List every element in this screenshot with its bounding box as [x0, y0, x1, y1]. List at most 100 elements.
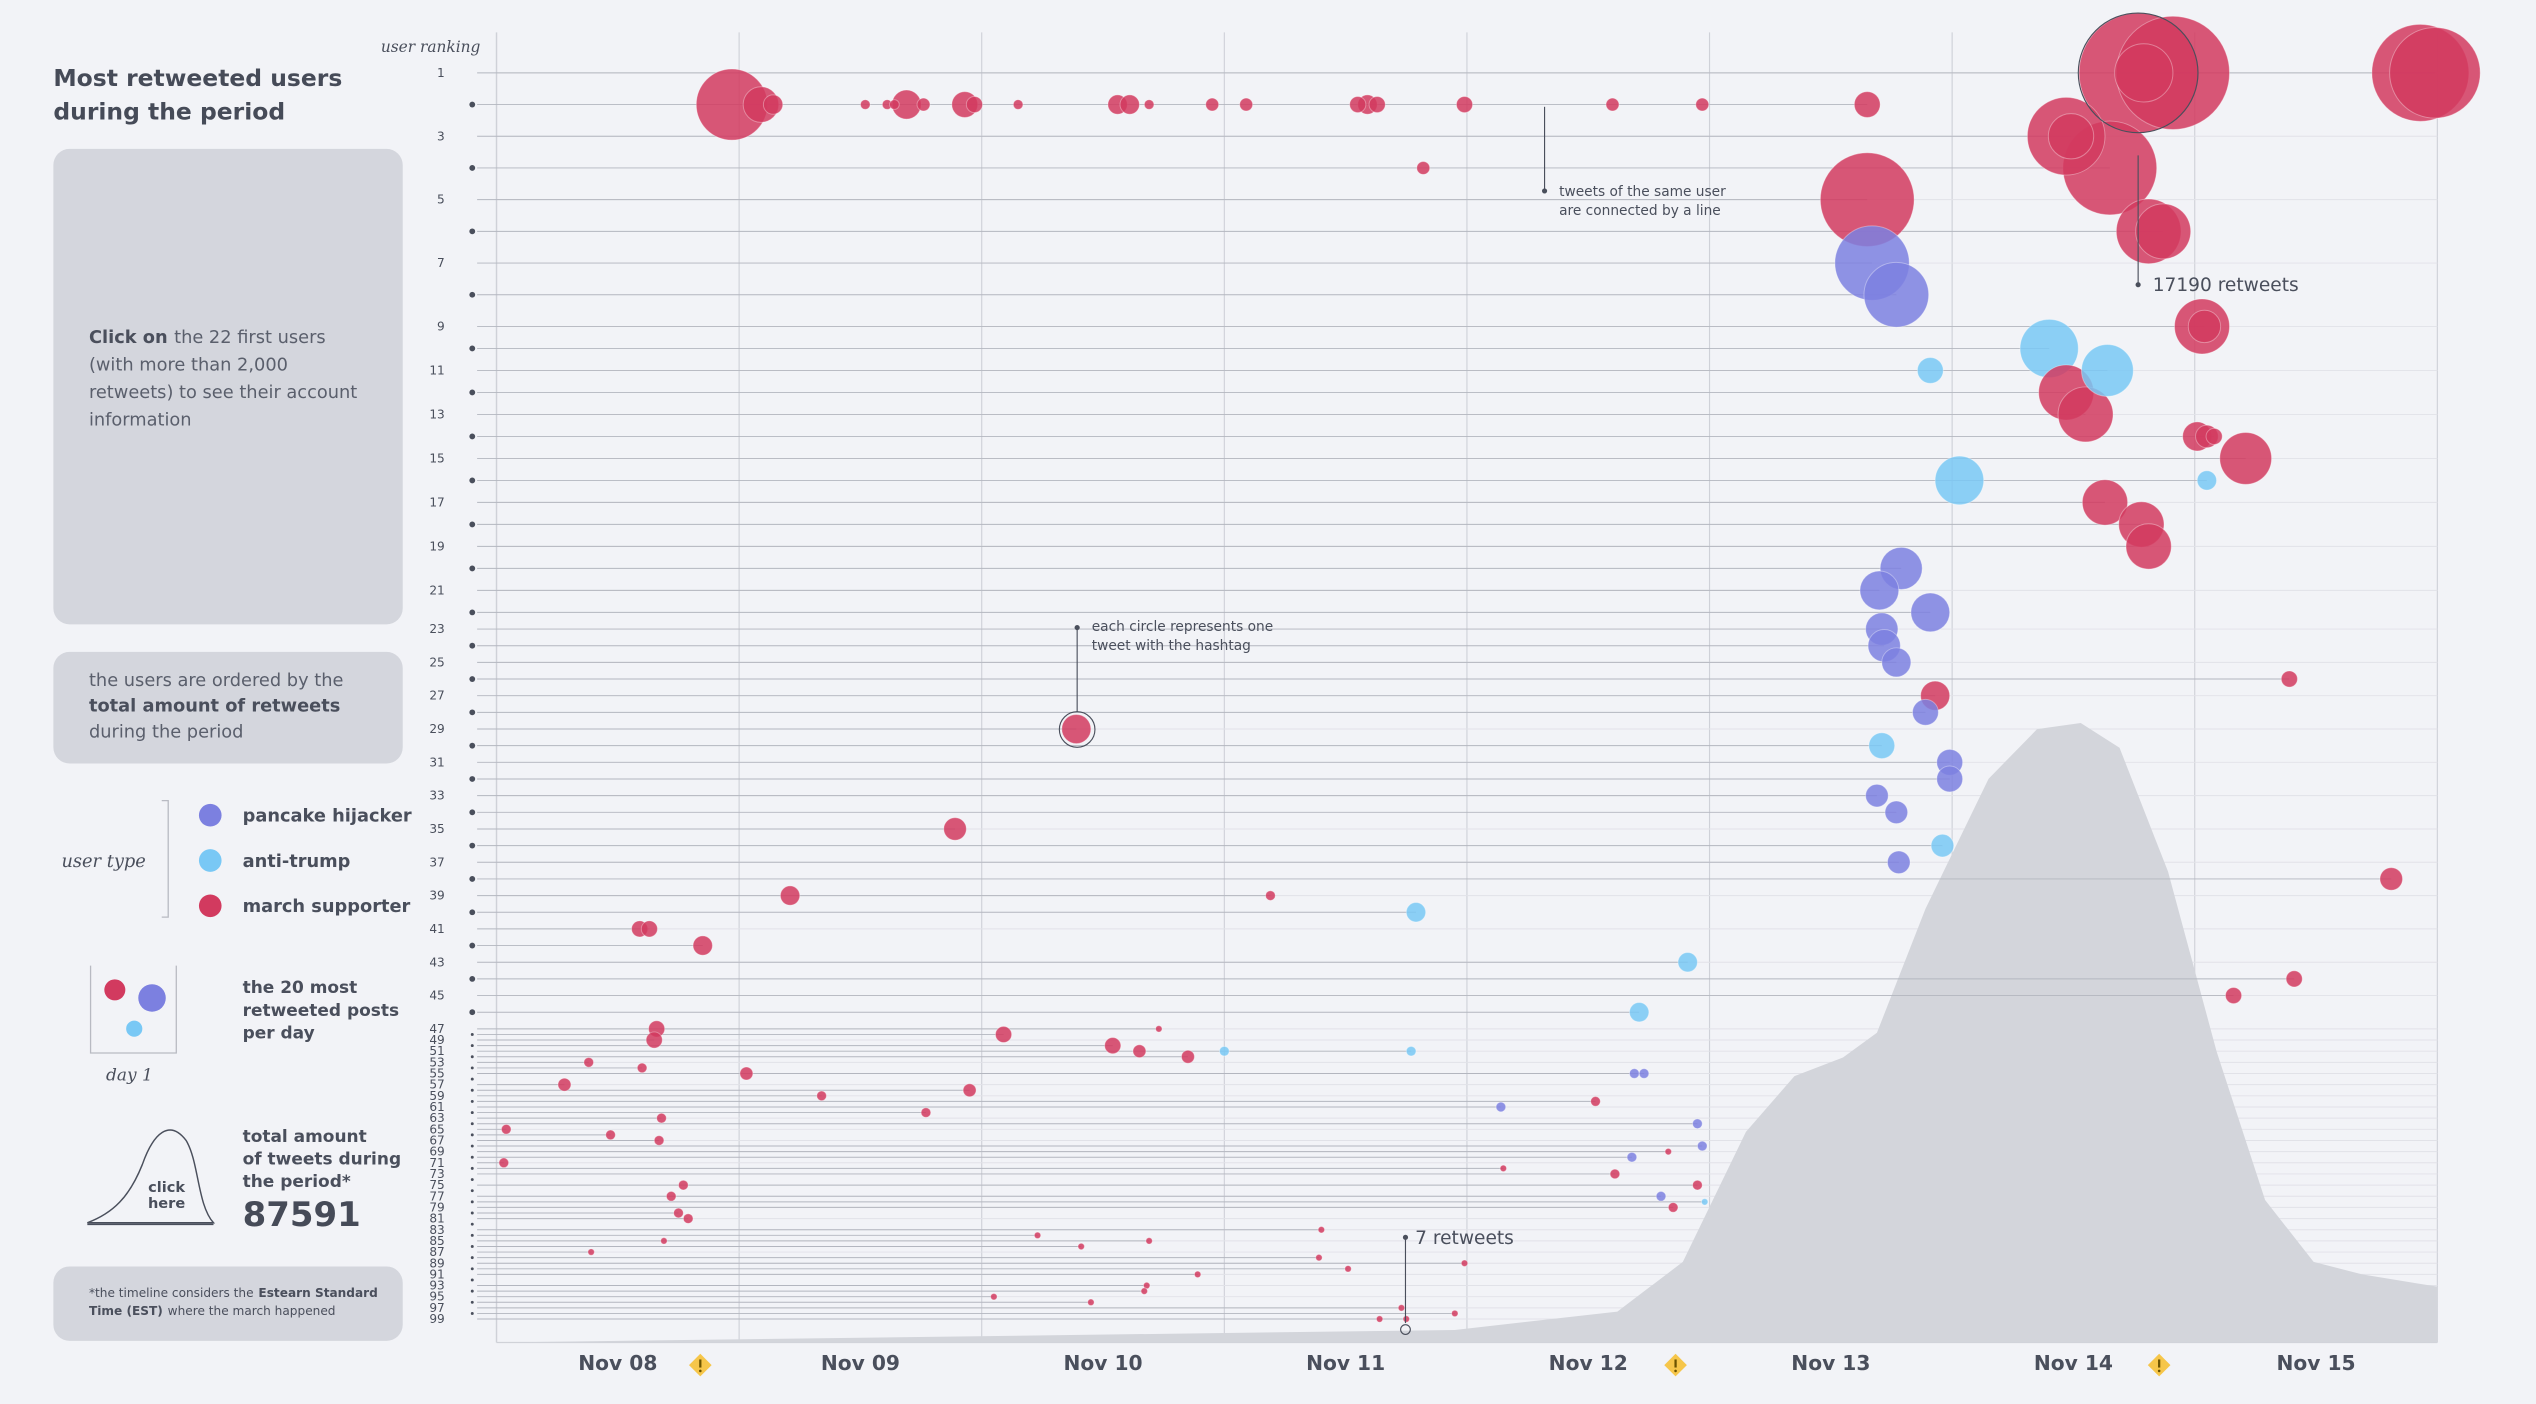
- tweet-bubble[interactable]: [2081, 344, 2134, 397]
- tweet-bubble[interactable]: [1140, 1287, 1148, 1295]
- tweet-bubble[interactable]: [1859, 570, 1900, 611]
- tweet-bubble[interactable]: [943, 817, 967, 841]
- tweet-bubble[interactable]: [1033, 1231, 1042, 1240]
- tweet-bubble[interactable]: [1638, 1068, 1650, 1079]
- tweet-bubble[interactable]: [636, 1062, 648, 1074]
- tweet-bubble[interactable]: [1667, 1202, 1679, 1213]
- tweet-bubble[interactable]: [1349, 95, 1367, 114]
- tweet-bubble[interactable]: [2057, 386, 2114, 443]
- tweet-bubble[interactable]: [1868, 732, 1896, 760]
- tweet-bubble[interactable]: [990, 1292, 998, 1301]
- tweet-bubble[interactable]: [1397, 1304, 1406, 1312]
- tweet-bubble[interactable]: [1205, 97, 1220, 112]
- tweet-bubble[interactable]: [1104, 1037, 1122, 1055]
- tweet-bubble[interactable]: [1061, 713, 1092, 745]
- tweet-bubble[interactable]: [1884, 800, 1909, 825]
- tweet-bubble[interactable]: [1865, 783, 1889, 808]
- tweet-bubble[interactable]: [1265, 890, 1276, 901]
- tweet-bubble[interactable]: [1916, 357, 1944, 384]
- tweet-bubble[interactable]: [1930, 833, 1955, 858]
- event-icon[interactable]: [1664, 1353, 1687, 1377]
- tweet-bubble[interactable]: [1934, 455, 1985, 506]
- tweet-bubble[interactable]: [1119, 94, 1140, 115]
- tweet-bubble[interactable]: [498, 1157, 510, 1169]
- tweet-bubble[interactable]: [920, 1107, 932, 1118]
- tweet-bubble[interactable]: [994, 1025, 1013, 1044]
- tweet-bubble[interactable]: [1863, 261, 1930, 328]
- click-here[interactable]: click: [148, 1179, 185, 1196]
- tweet-bubble[interactable]: [1317, 1226, 1326, 1234]
- tweet-bubble[interactable]: [640, 920, 658, 938]
- tweet-bubble[interactable]: [859, 99, 871, 110]
- tweet-bubble[interactable]: [653, 1135, 665, 1146]
- tweet-bubble[interactable]: [1405, 902, 1427, 923]
- tweet-bubble[interactable]: [1239, 97, 1254, 112]
- tweet-bubble[interactable]: [2379, 867, 2404, 891]
- tweet-bubble[interactable]: [2285, 970, 2303, 988]
- tweet-bubble[interactable]: [692, 935, 713, 956]
- tweet-bubble[interactable]: [1912, 698, 1939, 726]
- tweet-bubble[interactable]: [2114, 43, 2174, 103]
- tweet-bubble[interactable]: [1142, 1281, 1151, 1290]
- tweet-bubble[interactable]: [1451, 1309, 1459, 1318]
- tweet-bubble[interactable]: [1495, 1101, 1507, 1113]
- tweet-bubble[interactable]: [2280, 670, 2298, 688]
- tweet-bubble[interactable]: [1853, 91, 1881, 118]
- tweet-bubble[interactable]: [1455, 95, 1474, 114]
- tweet-bubble[interactable]: [1344, 1265, 1352, 1273]
- tweet-bubble[interactable]: [1655, 1190, 1667, 1202]
- event-icon[interactable]: [688, 1353, 712, 1377]
- tweet-bubble[interactable]: [1696, 1140, 1708, 1152]
- tweet-bubble[interactable]: [1692, 1118, 1703, 1130]
- tweet-bubble[interactable]: [1077, 1242, 1085, 1251]
- event-icon[interactable]: [2147, 1353, 2171, 1377]
- tweet-bubble[interactable]: [1881, 647, 1912, 678]
- tweet-bubble[interactable]: [889, 99, 900, 110]
- tweet-bubble[interactable]: [2135, 203, 2192, 260]
- tweet-bubble[interactable]: [2219, 432, 2273, 485]
- tweet-bubble[interactable]: [1416, 160, 1431, 175]
- tweet-bubble[interactable]: [682, 1213, 694, 1224]
- tweet-bubble[interactable]: [1368, 95, 1386, 114]
- tweet-bubble[interactable]: [779, 885, 801, 906]
- tweet-bubble[interactable]: [1677, 952, 1698, 973]
- tweet-bubble[interactable]: [1626, 1151, 1638, 1163]
- tweet-bubble[interactable]: [665, 1190, 677, 1202]
- tweet-bubble[interactable]: [660, 1237, 668, 1245]
- tweet-bubble[interactable]: [1499, 1164, 1508, 1173]
- tweet-bubble[interactable]: [1628, 1068, 1640, 1079]
- tweet-bubble[interactable]: [1218, 1045, 1230, 1057]
- tweet-bubble[interactable]: [1605, 97, 1620, 112]
- tweet-bubble[interactable]: [1180, 1049, 1195, 1064]
- tweet-bubble[interactable]: [677, 1179, 689, 1191]
- tweet-bubble[interactable]: [916, 97, 931, 112]
- tweet-bubble[interactable]: [583, 1057, 595, 1068]
- tweet-bubble[interactable]: [673, 1207, 684, 1219]
- tweet-bubble[interactable]: [1628, 1002, 1650, 1023]
- tweet-bubble[interactable]: [1886, 850, 1911, 875]
- click-box[interactable]: [53, 148, 403, 625]
- tweet-bubble[interactable]: [1910, 592, 1951, 633]
- tweet-bubble[interactable]: [965, 95, 984, 114]
- tweet-bubble[interactable]: [1700, 1198, 1709, 1206]
- tweet-bubble[interactable]: [1155, 1025, 1163, 1033]
- tweet-bubble[interactable]: [2196, 470, 2218, 491]
- tweet-bubble[interactable]: [816, 1090, 827, 1102]
- tweet-bubble[interactable]: [2125, 523, 2172, 570]
- tweet-bubble[interactable]: [2205, 427, 2223, 446]
- tweet-bubble[interactable]: [1695, 97, 1710, 112]
- tweet-bubble[interactable]: [2081, 479, 2129, 526]
- tweet-bubble[interactable]: [1405, 1045, 1417, 1057]
- tweet-bubble[interactable]: [1143, 99, 1155, 110]
- tweet-bubble[interactable]: [2224, 986, 2243, 1005]
- click-here[interactable]: here: [148, 1195, 185, 1212]
- tweet-bubble[interactable]: [962, 1083, 977, 1098]
- tweet-bubble[interactable]: [762, 94, 784, 115]
- tweet-bubble[interactable]: [557, 1077, 572, 1092]
- tweet-bubble[interactable]: [1087, 1298, 1095, 1306]
- tweet-bubble[interactable]: [1145, 1237, 1153, 1245]
- tweet-bubble[interactable]: [1402, 1315, 1411, 1323]
- tweet-bubble[interactable]: [656, 1112, 667, 1124]
- tweet-bubble[interactable]: [1936, 765, 1964, 793]
- tweet-bubble[interactable]: [1609, 1168, 1621, 1180]
